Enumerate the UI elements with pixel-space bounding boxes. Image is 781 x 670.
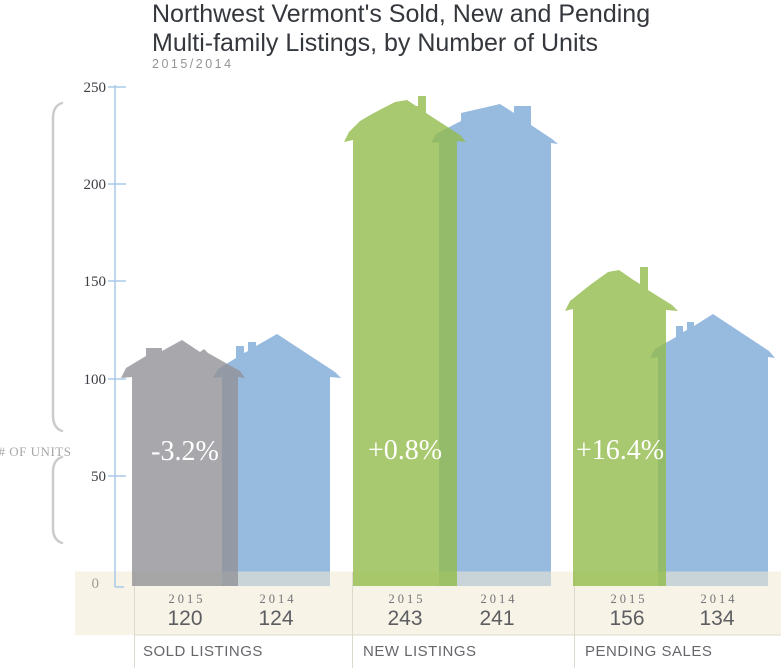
- y-axis-brace: [51, 101, 64, 545]
- house-new-2015: [344, 96, 466, 586]
- houses-2015: [121, 96, 678, 586]
- value-new-2015: 243: [387, 607, 422, 630]
- house-new-2014: [431, 104, 558, 586]
- footer-dividers: [134, 572, 781, 668]
- percent-pending: +16.4%: [576, 435, 664, 466]
- chart-title-line1: Northwest Vermont's Sold, New and Pendin…: [152, 0, 650, 28]
- y-tick-250: 250: [84, 80, 107, 96]
- house-pending-2014: [650, 314, 775, 586]
- y-axis: [108, 85, 126, 588]
- y-tick-200: 200: [84, 177, 107, 193]
- year-pending-2015: 2015: [611, 592, 648, 606]
- category-sold: SOLD LISTINGS: [143, 643, 263, 660]
- y-tick-150: 150: [84, 274, 107, 290]
- value-pending-2015: 156: [609, 607, 644, 630]
- houses-2014: [213, 104, 775, 586]
- year-sold-2014: 2014: [260, 592, 297, 606]
- y-tick-100: 100: [84, 372, 107, 388]
- category-labels: SOLD LISTINGS NEW LISTINGS PENDING SALES: [143, 643, 712, 660]
- brace-top-segment: [51, 101, 64, 433]
- percent-sold: -3.2%: [151, 436, 219, 467]
- y-tick-labels: 250 200 150 100 50 0: [84, 80, 107, 592]
- value-new-2014: 241: [479, 607, 514, 630]
- house-sold-2014: [213, 334, 341, 586]
- percent-new: +0.8%: [368, 435, 442, 466]
- value-sold-2015: 120: [167, 607, 202, 630]
- category-pending: PENDING SALES: [585, 643, 712, 660]
- year-sold-2015: 2015: [169, 592, 206, 606]
- chart-subtitle: 2015/2014: [152, 57, 234, 71]
- house-pending-2015: [565, 267, 678, 586]
- value-sold-2014: 124: [258, 607, 293, 630]
- category-new: NEW LISTINGS: [363, 643, 477, 660]
- house-sold-2015: [121, 340, 245, 586]
- chart-header: Northwest Vermont's Sold, New and Pendin…: [152, 0, 650, 71]
- year-new-2014: 2014: [481, 592, 518, 606]
- chart-title-line2: Multi-family Listings, by Number of Unit…: [152, 29, 598, 57]
- footer-values: 2015 120 2014 124 2015 243 2014 241 2015…: [167, 592, 738, 630]
- y-tick-50: 50: [91, 469, 106, 485]
- value-pending-2014: 134: [699, 607, 734, 630]
- year-new-2015: 2015: [389, 592, 426, 606]
- y-axis-title: # OF UNITS: [0, 444, 71, 459]
- brace-bottom-segment: [51, 455, 64, 545]
- percent-labels: -3.2% +0.8% +16.4%: [151, 435, 664, 467]
- year-pending-2014: 2014: [701, 592, 738, 606]
